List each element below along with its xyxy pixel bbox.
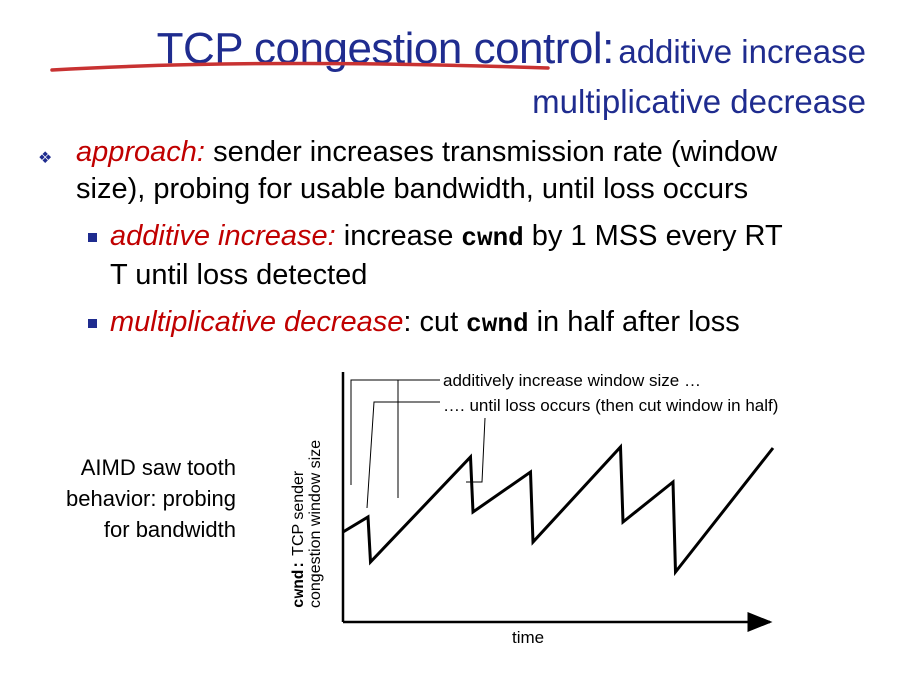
y-axis-label-code: cwnd: [290, 560, 308, 608]
aimd-caption: AIMD saw tooth behavior: probing for ban… [16, 452, 236, 545]
bullet-additive-post-1: by 1 MSS every RT [531, 220, 783, 252]
bullet-additive-pre: increase [343, 220, 454, 252]
title-separator: : [602, 24, 614, 73]
sawtooth-series-line [342, 443, 775, 577]
bullet-approach: ❖ approach: sender increases transmissio… [38, 134, 898, 208]
bullet-approach-lead: approach: [76, 136, 205, 168]
title-underline-stroke [50, 61, 550, 72]
annotation-increase: additively increase window size … [443, 371, 701, 390]
square-bullet-icon [88, 319, 97, 328]
bullet-approach-text-2: size), probing for usable bandwidth, unt… [76, 173, 749, 205]
leader-loss-1 [366, 401, 440, 509]
bullet-additive-lead: additive increase: [110, 220, 336, 252]
annotation-loss: …. until loss occurs (then cut window in… [443, 396, 778, 415]
bullet-multiplicative: multiplicative decrease: cut cwnd in half … [38, 304, 898, 343]
leader-loss-2 [466, 417, 486, 483]
title-sub-line-2: multiplicative decrease [532, 83, 866, 120]
bullet-multiplicative-code: cwnd [466, 309, 529, 339]
x-axis-label: time [512, 628, 544, 647]
bullet-additive: additive increase: increase cwnd by 1 MSS … [38, 218, 898, 294]
bullet-multiplicative-post: in half after loss [536, 306, 740, 338]
svg-text:cwnd: TCP sender: cwnd: TCP sender [290, 470, 308, 608]
caption-line-3: for bandwidth [103, 517, 236, 542]
leader-increase-1 [350, 379, 440, 485]
diamond-bullet-icon: ❖ [38, 150, 53, 167]
y-axis-label: cwnd: TCP sender congestion window size [290, 440, 324, 608]
bullet-multiplicative-colon: : [403, 306, 412, 338]
bullet-multiplicative-pre: cut [419, 306, 459, 338]
bullet-additive-post-2: T until loss detected [110, 259, 368, 291]
caption-line-1: AIMD saw tooth [80, 455, 236, 480]
bullet-multiplicative-lead: multiplicative decrease [110, 306, 404, 338]
title-sub-line-1: additive increase [618, 33, 866, 70]
bullet-list: ❖ approach: sender increases transmissio… [38, 134, 898, 343]
caption-line-2: behavior: probing [65, 486, 236, 511]
bullet-additive-code: cwnd [461, 223, 524, 253]
y-axis-label-line1: TCP sender [290, 470, 307, 560]
square-bullet-icon [88, 233, 97, 242]
y-axis-label-line2: congestion window size [307, 440, 324, 608]
bullet-approach-text-1: sender increases transmission rate (wind… [213, 136, 778, 168]
